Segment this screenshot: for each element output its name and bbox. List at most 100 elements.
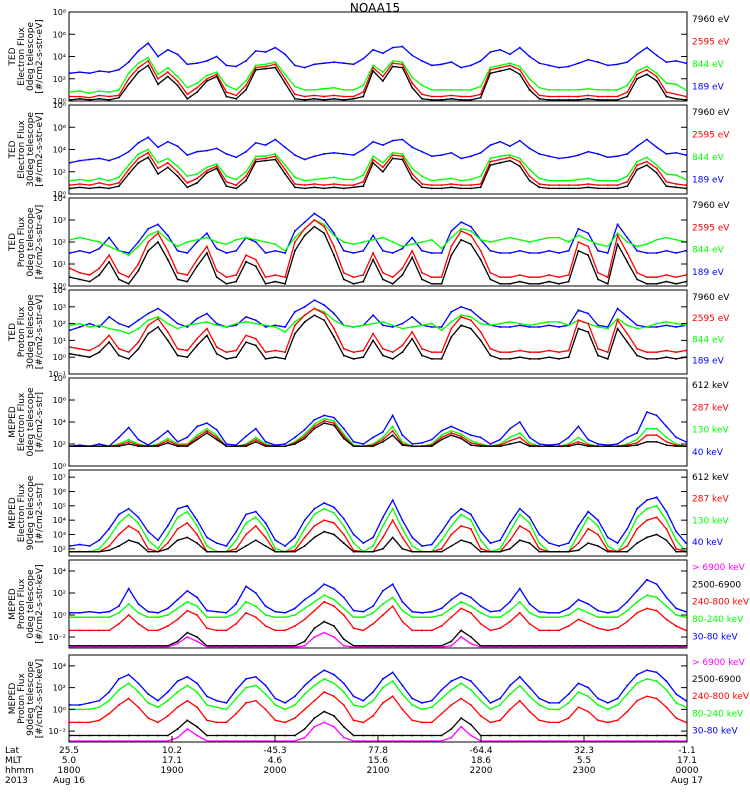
data-point	[137, 162, 140, 164]
data-point	[137, 245, 140, 248]
series-line-red	[69, 307, 687, 354]
data-point	[519, 525, 521, 527]
data-point	[235, 65, 237, 68]
data-point	[675, 98, 677, 100]
data-point	[519, 239, 521, 241]
data-point	[79, 272, 81, 274]
data-point	[489, 72, 492, 74]
data-point	[665, 274, 668, 276]
data-point	[118, 89, 120, 91]
data-point	[616, 187, 619, 190]
data-point	[225, 445, 228, 447]
data-point	[196, 596, 198, 599]
data-point	[352, 186, 355, 189]
data-point	[313, 717, 316, 719]
data-point	[558, 616, 560, 618]
data-point	[313, 63, 316, 66]
data-point	[264, 645, 267, 647]
data-point	[352, 95, 355, 98]
data-point	[382, 52, 384, 54]
data-point	[206, 704, 208, 706]
data-point	[343, 250, 345, 252]
data-point	[391, 740, 394, 742]
data-point	[79, 98, 81, 100]
data-point	[255, 740, 257, 742]
data-point	[235, 322, 237, 325]
data-point	[215, 646, 218, 648]
data-point	[157, 146, 159, 149]
data-point	[284, 616, 286, 618]
data-point	[440, 154, 443, 156]
data-point	[352, 252, 355, 254]
data-point	[567, 607, 570, 610]
data-point	[79, 616, 81, 618]
data-point	[245, 443, 247, 445]
data-point	[528, 530, 531, 533]
data-point	[577, 425, 580, 428]
data-point	[343, 533, 345, 536]
data-point	[421, 278, 423, 281]
data-point	[323, 99, 325, 101]
data-point	[470, 184, 472, 186]
data-point	[206, 427, 208, 430]
y-axis-label: [#/cm2-s-str-keV]	[35, 564, 45, 643]
x-row-label: MLT	[5, 756, 23, 766]
data-point	[685, 184, 687, 186]
data-point	[215, 610, 218, 613]
data-point	[88, 545, 91, 547]
data-point	[79, 445, 81, 447]
data-point	[675, 607, 677, 610]
data-point	[235, 356, 237, 358]
data-point	[352, 627, 355, 629]
data-point	[558, 702, 560, 704]
data-point	[548, 542, 550, 544]
legend-entry: 240-800 keV	[692, 692, 750, 702]
y-axis-label: MEPED	[8, 683, 18, 715]
data-point	[401, 740, 404, 742]
data-point	[431, 629, 433, 632]
data-point	[88, 280, 91, 283]
y-axis-label: [#/cm2-s-str-keV]	[35, 659, 45, 738]
data-point	[274, 610, 277, 613]
series-line-red	[70, 420, 687, 447]
data-point	[440, 734, 443, 737]
data-point	[118, 545, 120, 547]
data-point	[597, 616, 599, 618]
data-point	[176, 680, 179, 682]
data-point	[567, 356, 570, 358]
data-point	[607, 536, 609, 539]
data-point	[274, 539, 277, 541]
data-point	[88, 550, 91, 553]
data-point	[255, 142, 257, 144]
data-point	[352, 533, 355, 536]
data-point	[372, 645, 374, 647]
data-point	[88, 740, 91, 742]
data-point	[323, 232, 325, 234]
x-tick-hhmm: 2200	[470, 766, 493, 776]
data-point	[567, 324, 570, 327]
data-point	[147, 241, 149, 243]
data-point	[616, 232, 619, 234]
data-point	[69, 99, 71, 101]
data-point	[616, 697, 619, 700]
data-point	[597, 646, 599, 648]
data-point	[245, 334, 247, 337]
data-point	[460, 636, 462, 638]
data-point	[489, 51, 492, 53]
data-point	[196, 605, 198, 607]
data-point	[137, 612, 140, 614]
data-point	[137, 66, 140, 69]
data-point	[108, 616, 110, 618]
data-point	[284, 702, 286, 704]
data-point	[274, 138, 277, 141]
data-point	[372, 339, 374, 342]
data-point	[391, 283, 394, 285]
data-point	[528, 623, 531, 625]
data-point	[69, 445, 71, 447]
data-point	[313, 225, 316, 228]
data-point	[655, 414, 658, 417]
data-point	[489, 250, 492, 252]
data-point	[137, 319, 140, 321]
data-point	[313, 314, 316, 316]
data-point	[176, 348, 179, 350]
